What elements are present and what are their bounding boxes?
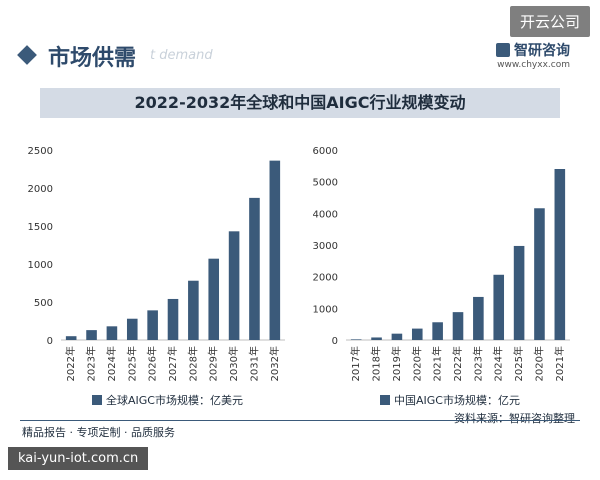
y-tick-label: 2000 <box>313 273 338 284</box>
brand-site: www.chyxx.com <box>497 60 570 70</box>
legend-china: 中国AIGC市场规模：亿元 <box>380 392 520 408</box>
legend-global: 全球AIGC市场规模：亿美元 <box>92 392 243 408</box>
bar <box>208 258 220 340</box>
bar <box>126 318 138 340</box>
x-tick-label: 2031年 <box>247 346 260 381</box>
y-tick-label: 0 <box>47 336 53 347</box>
bar <box>249 197 260 340</box>
section-header: 市场供需 t demand 智研咨询 www.chyxx.com <box>17 38 580 72</box>
bar <box>371 337 382 340</box>
x-tick-label: 2024年 <box>105 346 118 381</box>
bar <box>411 328 423 340</box>
y-tick-label: 1500 <box>28 222 53 233</box>
y-tick-label: 5000 <box>313 178 338 189</box>
site-badge: 开云公司 <box>509 6 590 37</box>
x-tick-label: 2024年 <box>492 346 505 381</box>
y-tick-label: 500 <box>34 298 53 309</box>
bar <box>513 245 525 340</box>
x-tick-label: 2018年 <box>370 346 383 381</box>
bar <box>493 274 505 340</box>
x-tick-label: 2026年 <box>146 346 159 381</box>
bar <box>473 296 484 340</box>
chart-title: 2022-2032年全球和中国AIGC行业规模变动 <box>40 88 560 118</box>
watermark-text: t demand <box>150 48 213 63</box>
global-chart: 0 500 1000 1500 2000 2500 2022年 2023年 2024年 2025年… <box>28 146 285 381</box>
x-tick-label: 2032年 <box>268 346 281 381</box>
y-tick-label: 1000 <box>313 304 338 315</box>
y-tick-label: 2500 <box>28 146 53 157</box>
x-tick-label: 2017年 <box>349 346 362 381</box>
x-tick-label: 2023年 <box>471 346 484 381</box>
x-tick-label: 2025年 <box>125 346 138 381</box>
x-tick-label: 2029年 <box>207 346 220 381</box>
legend-swatch <box>92 395 102 405</box>
bar <box>269 160 281 340</box>
bar <box>350 339 362 340</box>
x-tick-label: 2022年 <box>451 346 464 381</box>
y-tick-label: 4000 <box>313 209 338 220</box>
brand-name: 智研咨询 <box>496 40 570 60</box>
y-tick-label: 2000 <box>28 184 53 195</box>
brand-name-text: 智研咨询 <box>514 43 570 59</box>
x-tick-label: 2021年 <box>431 346 444 381</box>
legend-label: 全球AIGC市场规模：亿美元 <box>106 394 243 407</box>
bar <box>228 231 240 340</box>
y-tick-label: 6000 <box>313 146 338 157</box>
bar <box>554 169 566 340</box>
china-chart: 0 1000 2000 3000 4000 5000 6000 2017年 2018年 2019年… <box>313 146 570 381</box>
bar <box>452 312 464 340</box>
bar <box>534 208 545 340</box>
x-tick-label: 2021年 <box>553 346 566 381</box>
legend-swatch <box>380 395 390 405</box>
footer-divider <box>20 420 580 421</box>
x-tick-label: 2025年 <box>512 346 525 381</box>
x-tick-label: 2019年 <box>390 346 403 381</box>
bar <box>391 333 403 340</box>
diamond-icon <box>17 45 37 65</box>
x-tick-label: 2022年 <box>64 346 77 381</box>
y-tick-label: 3000 <box>313 241 338 252</box>
y-tick-label: 0 <box>332 336 338 347</box>
x-tick-label: 2020年 <box>410 346 423 381</box>
bar <box>147 310 158 340</box>
x-tick-label: 2023年 <box>85 346 98 381</box>
brand: 智研咨询 www.chyxx.com <box>496 40 570 70</box>
section-title: 市场供需 <box>48 46 137 71</box>
footer-tagline: 精品报告 · 专项定制 · 品质服务 <box>22 426 175 439</box>
x-tick-label: 2030年 <box>227 346 240 381</box>
x-tick-label: 2028年 <box>186 346 199 381</box>
bar <box>167 298 179 340</box>
url-badge: kai-yun-iot.com.cn <box>8 447 149 470</box>
bar <box>65 336 77 340</box>
x-tick-label: 2020年 <box>532 346 545 381</box>
bar <box>106 326 118 340</box>
y-tick-label: 1000 <box>28 260 53 271</box>
x-tick-label: 2027年 <box>166 346 179 381</box>
bar <box>86 330 97 340</box>
bar <box>188 280 199 340</box>
source-note: 资料来源：智研咨询整理 <box>454 412 575 425</box>
bar <box>432 322 443 340</box>
brand-logo-icon <box>496 43 510 57</box>
legend-label: 中国AIGC市场规模：亿元 <box>394 394 520 407</box>
